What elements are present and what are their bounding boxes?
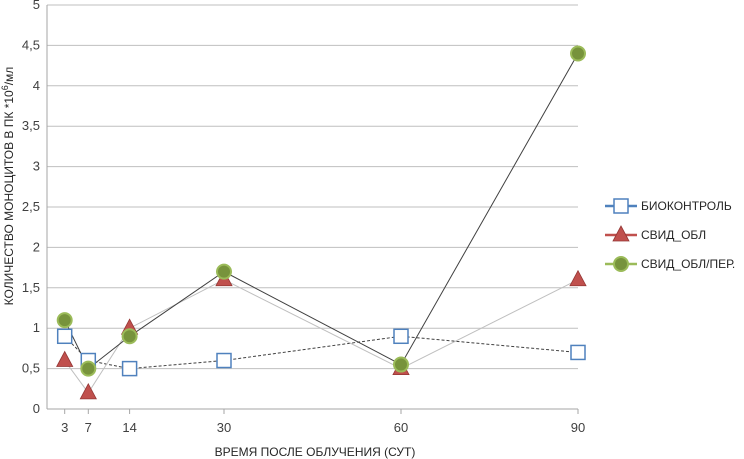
series-2-point-5 — [570, 45, 586, 62]
series-line-0 — [64, 335, 579, 370]
legend-marker-2 — [613, 256, 629, 272]
y-tick-labels: 0 0,5 1 1,5 2 2,5 3 3,5 4 4,5 5 — [22, 0, 40, 416]
series-2-point-2 — [121, 328, 138, 345]
x-tick-label-5: 90 — [571, 420, 585, 435]
y-axis-title: КОЛИЧЕСТВО МОНОЦИТОВ В ПК *106/мл — [0, 67, 16, 306]
x-tick-label-3: 30 — [217, 420, 231, 435]
legend-label-0: БИОКОНТРОЛЬ — [641, 199, 732, 213]
legend-label-1: СВИД_ОБЛ — [641, 228, 706, 242]
series-0-point-0 — [56, 328, 73, 345]
x-tick-label-2: 14 — [122, 420, 136, 435]
series-0-point-5 — [570, 344, 586, 361]
series-2-point-3 — [216, 263, 232, 280]
y-tick-label-3: 1,5 — [22, 280, 40, 295]
legend-marker-0 — [613, 198, 629, 214]
series-markers — [56, 45, 587, 400]
series-1-point-5 — [569, 269, 587, 287]
y-axis-title-tail: /мл — [2, 67, 16, 86]
series-line-1 — [64, 279, 579, 394]
legend-marker-1 — [612, 225, 630, 242]
gridlines — [47, 4, 578, 370]
legend-label-2: СВИД_ОБЛ/ПЕР. — [641, 257, 735, 271]
series-1-point-0 — [56, 350, 74, 367]
y-tick-label-1: 0,5 — [22, 361, 40, 376]
axes — [46, 5, 579, 414]
series-lines — [64, 53, 579, 394]
y-tick-label-5: 2,5 — [22, 199, 40, 214]
y-tick-label-0: 0 — [33, 401, 40, 416]
y-axis-title-main: КОЛИЧЕСТВО МОНОЦИТОВ В ПК *10 — [2, 90, 16, 305]
x-tick-label-0: 3 — [61, 420, 68, 435]
y-tick-label-6: 3 — [33, 159, 40, 174]
series-2-point-4 — [393, 356, 409, 373]
y-tick-label-2: 1 — [33, 320, 40, 335]
series-2-point-1 — [80, 360, 97, 377]
y-tick-label-8: 4 — [33, 78, 40, 93]
x-tick-label-4: 60 — [394, 420, 408, 435]
y-tick-label-4: 2 — [33, 239, 40, 254]
series-1-point-1 — [79, 382, 97, 400]
series-2-point-0 — [56, 312, 73, 329]
y-axis-title-superscript: 6 — [0, 85, 10, 90]
legend: БИОКОНТРОЛЬ СВИД_ОБЛ СВИД_ОБЛ/ПЕР. — [605, 198, 735, 272]
x-axis-title: ВРЕМЯ ПОСЛЕ ОБЛУЧЕНИЯ (СУТ) — [215, 445, 416, 459]
y-tick-label-9: 4,5 — [22, 37, 40, 52]
series-0-point-3 — [216, 352, 232, 369]
series-0-point-2 — [121, 360, 138, 377]
y-tick-label-10: 5 — [33, 0, 40, 12]
series-line-2 — [64, 53, 579, 370]
x-tick-label-1: 7 — [85, 420, 92, 435]
x-tick-labels: 3 7 14 30 60 90 — [61, 420, 585, 435]
y-tick-label-7: 3,5 — [22, 118, 40, 133]
series-0-point-4 — [393, 328, 409, 345]
